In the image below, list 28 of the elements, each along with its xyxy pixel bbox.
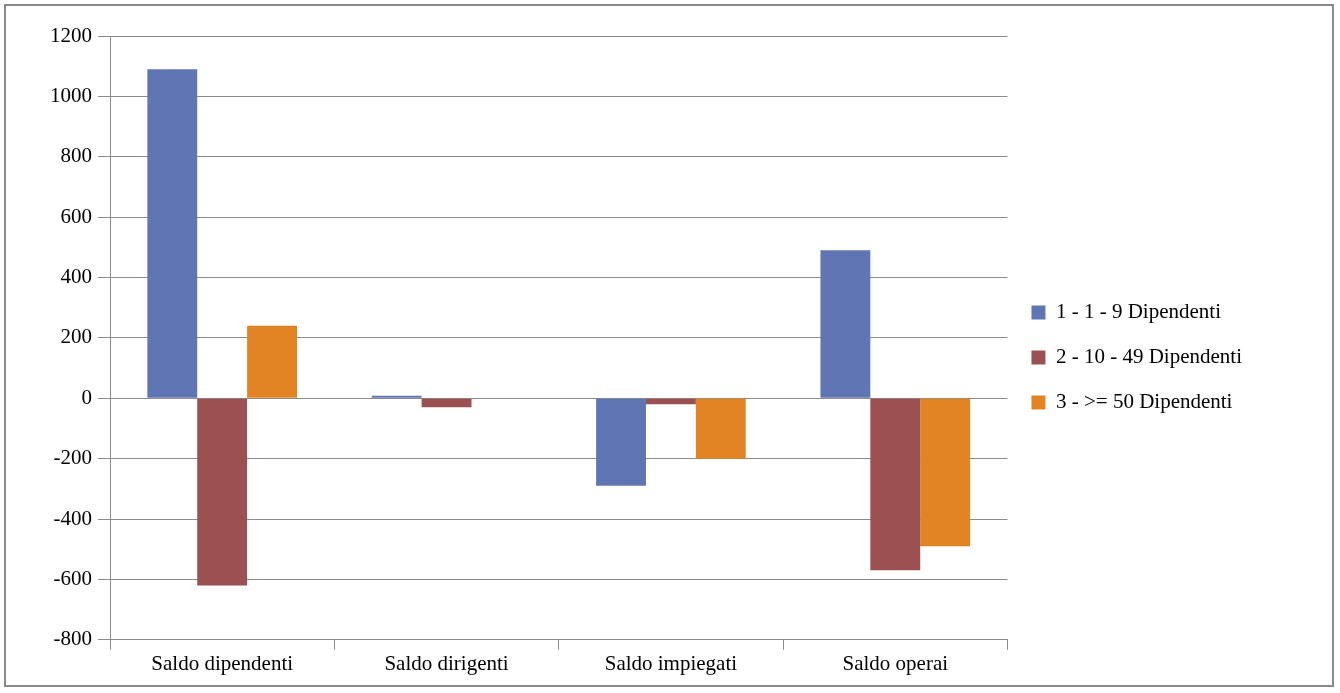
y-tick-label: 800 [60,143,92,168]
y-tick-label: 400 [60,264,92,289]
bar [421,398,472,408]
y-tick-label: 600 [60,203,92,228]
bar [596,398,646,486]
y-tick-label: -400 [53,505,92,530]
y-tick-label: -600 [53,565,92,590]
bar [247,325,298,398]
x-tick-label: Saldo dipendenti [151,650,294,675]
bar [197,398,248,586]
y-tick-label: 1000 [50,82,92,107]
legend-label: 2 - 10 - 49 Dipendenti [1055,344,1243,369]
y-tick-label: 0 [81,384,92,409]
x-tick-label: Saldo impiegati [604,650,738,675]
bar [695,398,746,459]
y-tick-label: 200 [60,324,92,349]
y-tick-label: 1200 [50,22,92,47]
bar [820,250,871,398]
bar [920,398,971,547]
bar [147,69,198,398]
x-tick-label: Saldo operai [842,650,949,675]
legend-label: 3 - >= 50 Dipendenti [1055,389,1233,414]
bar [645,398,696,405]
x-tick-label: Saldo dirigenti [384,650,509,675]
y-tick-label: -200 [53,445,92,470]
y-tick-label: -800 [53,626,92,651]
bar [870,398,921,571]
legend-label: 1 - 1 - 9 Dipendenti [1055,299,1222,324]
